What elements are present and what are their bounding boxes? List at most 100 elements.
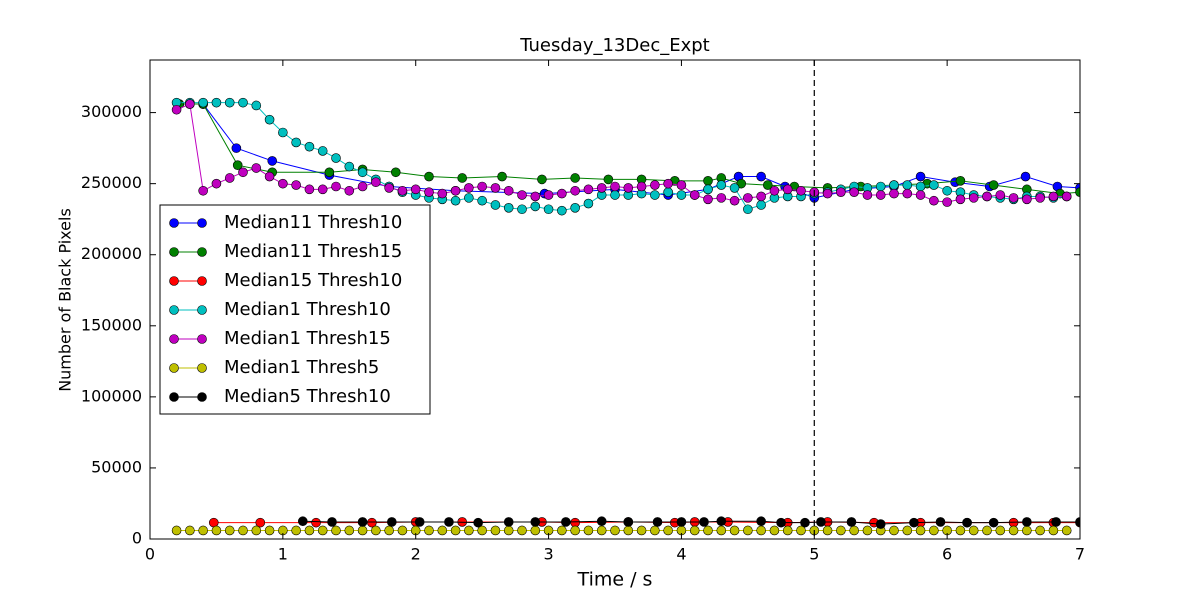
data-point bbox=[610, 181, 620, 192]
data-point bbox=[995, 190, 1006, 200]
data-point bbox=[517, 190, 527, 200]
data-point bbox=[955, 176, 966, 186]
data-point bbox=[490, 200, 501, 210]
data-point bbox=[224, 525, 235, 536]
data-point bbox=[198, 185, 208, 196]
data-point bbox=[331, 153, 341, 163]
data-point bbox=[623, 183, 634, 193]
data-point bbox=[875, 181, 886, 192]
data-point bbox=[782, 184, 793, 195]
y-tick-label: 100000 bbox=[81, 386, 142, 405]
data-point bbox=[650, 180, 660, 190]
data-point bbox=[689, 190, 700, 200]
data-point bbox=[816, 517, 826, 527]
data-point bbox=[1035, 193, 1045, 203]
data-point bbox=[297, 516, 308, 527]
data-point bbox=[444, 517, 454, 527]
data-point bbox=[875, 519, 886, 529]
data-point bbox=[238, 97, 248, 108]
data-point bbox=[942, 185, 952, 196]
y-tick-label: 0 bbox=[132, 529, 142, 548]
data-point bbox=[171, 104, 182, 115]
data-point bbox=[331, 181, 341, 192]
data-point bbox=[743, 193, 753, 203]
data-point bbox=[955, 194, 966, 205]
data-point bbox=[756, 191, 766, 202]
data-point bbox=[390, 167, 401, 178]
legend-marker bbox=[169, 334, 179, 344]
data-point bbox=[1048, 525, 1059, 536]
data-point bbox=[497, 171, 507, 182]
data-point bbox=[909, 517, 919, 528]
data-point bbox=[503, 185, 514, 196]
x-axis-label: Time / s bbox=[577, 569, 653, 591]
data-point bbox=[357, 167, 368, 178]
data-point bbox=[473, 517, 483, 528]
data-point bbox=[331, 525, 341, 536]
data-point bbox=[264, 171, 275, 182]
data-point bbox=[570, 173, 580, 183]
data-point bbox=[464, 525, 474, 536]
data-point bbox=[344, 161, 355, 172]
x-tick-label: 3 bbox=[543, 545, 553, 564]
legend-marker bbox=[197, 276, 207, 286]
data-point bbox=[238, 525, 248, 536]
data-point bbox=[889, 188, 899, 199]
data-point bbox=[650, 190, 660, 200]
data-point bbox=[596, 183, 607, 193]
data-point bbox=[1075, 187, 1080, 197]
data-point bbox=[251, 100, 262, 111]
data-point bbox=[1022, 517, 1032, 527]
x-tick-label: 1 bbox=[278, 545, 288, 564]
data-point bbox=[211, 178, 222, 189]
data-point bbox=[251, 525, 262, 536]
data-point bbox=[570, 185, 580, 196]
data-point bbox=[211, 97, 222, 108]
data-point bbox=[782, 525, 793, 536]
data-point bbox=[968, 525, 979, 536]
data-point bbox=[450, 185, 461, 196]
data-point bbox=[729, 183, 740, 193]
data-point bbox=[716, 180, 727, 190]
data-point bbox=[982, 525, 992, 536]
legend-marker bbox=[169, 218, 179, 228]
data-point bbox=[849, 187, 859, 197]
data-point bbox=[267, 156, 278, 166]
legend-marker bbox=[169, 363, 179, 373]
data-point bbox=[1020, 171, 1031, 182]
data-point bbox=[962, 517, 972, 528]
data-point bbox=[264, 525, 275, 536]
data-point bbox=[291, 180, 301, 190]
data-point bbox=[1022, 525, 1032, 536]
data-point bbox=[557, 205, 567, 216]
data-point bbox=[424, 187, 434, 197]
data-point bbox=[384, 183, 394, 193]
data-point bbox=[238, 167, 248, 178]
data-point bbox=[769, 185, 780, 196]
data-point bbox=[311, 517, 321, 528]
data-point bbox=[1048, 191, 1059, 202]
data-point bbox=[357, 181, 368, 192]
data-point bbox=[995, 525, 1006, 536]
data-point bbox=[988, 180, 999, 190]
legend-label: Median1 Thresh5 bbox=[224, 357, 379, 378]
data-point bbox=[224, 97, 235, 108]
data-point bbox=[231, 143, 242, 153]
data-point bbox=[849, 525, 859, 536]
data-point bbox=[929, 180, 939, 190]
legend-label: Median11 Thresh15 bbox=[224, 241, 402, 262]
data-point bbox=[796, 185, 806, 196]
y-tick-label: 150000 bbox=[81, 315, 142, 334]
data-point bbox=[317, 146, 328, 156]
data-point bbox=[623, 517, 634, 527]
data-point bbox=[503, 517, 514, 527]
data-point bbox=[836, 187, 846, 197]
data-point bbox=[846, 517, 857, 527]
data-point bbox=[610, 525, 620, 536]
data-point bbox=[1022, 194, 1032, 205]
y-tick-label: 50000 bbox=[91, 457, 142, 476]
data-point bbox=[1061, 525, 1072, 536]
data-point bbox=[800, 517, 810, 528]
data-point bbox=[357, 517, 368, 527]
data-point bbox=[955, 525, 966, 536]
